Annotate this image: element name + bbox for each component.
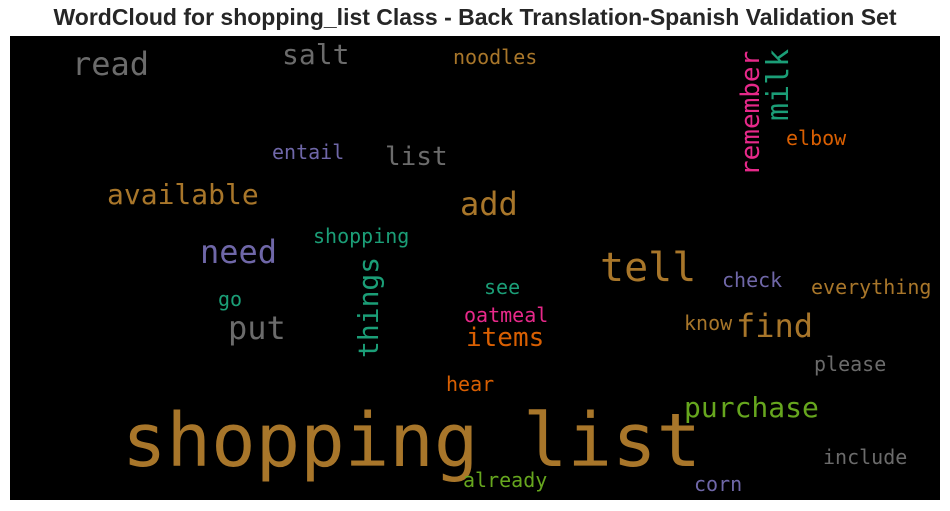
word-elbow: elbow — [786, 126, 847, 150]
word-milk: milk — [761, 48, 796, 121]
word-salt: salt — [282, 38, 350, 71]
word-go: go — [218, 287, 243, 311]
word-check: check — [722, 268, 783, 292]
word-oatmeal: oatmeal — [464, 303, 549, 327]
word-find: find — [736, 307, 814, 345]
word-remember: remember — [736, 50, 766, 176]
word-corn: corn — [694, 472, 743, 496]
word-purchase: purchase — [684, 391, 819, 424]
word-shopping: shopping — [313, 224, 410, 248]
word-noodles: noodles — [453, 45, 538, 69]
word-add: add — [460, 185, 518, 223]
word-shopping-list: shopping list — [122, 398, 702, 484]
word-already: already — [463, 468, 548, 492]
word-please: please — [814, 352, 887, 376]
word-need: need — [200, 233, 278, 271]
word-entail: entail — [272, 140, 345, 164]
word-things: things — [352, 256, 385, 358]
word-read: read — [72, 45, 150, 83]
word-list: list — [385, 142, 448, 172]
word-include: include — [823, 445, 908, 469]
word-put: put — [228, 309, 286, 347]
wordcloud-canvas: shopping list tell need add find things … — [10, 36, 940, 500]
chart-title: WordCloud for shopping_list Class - Back… — [53, 4, 897, 30]
word-tell: tell — [600, 245, 697, 291]
word-see: see — [484, 275, 521, 299]
word-hear: hear — [446, 372, 495, 396]
word-items: items — [466, 323, 545, 353]
word-available: available — [107, 178, 259, 211]
word-know: know — [684, 311, 733, 335]
word-everything: everything — [811, 275, 932, 299]
